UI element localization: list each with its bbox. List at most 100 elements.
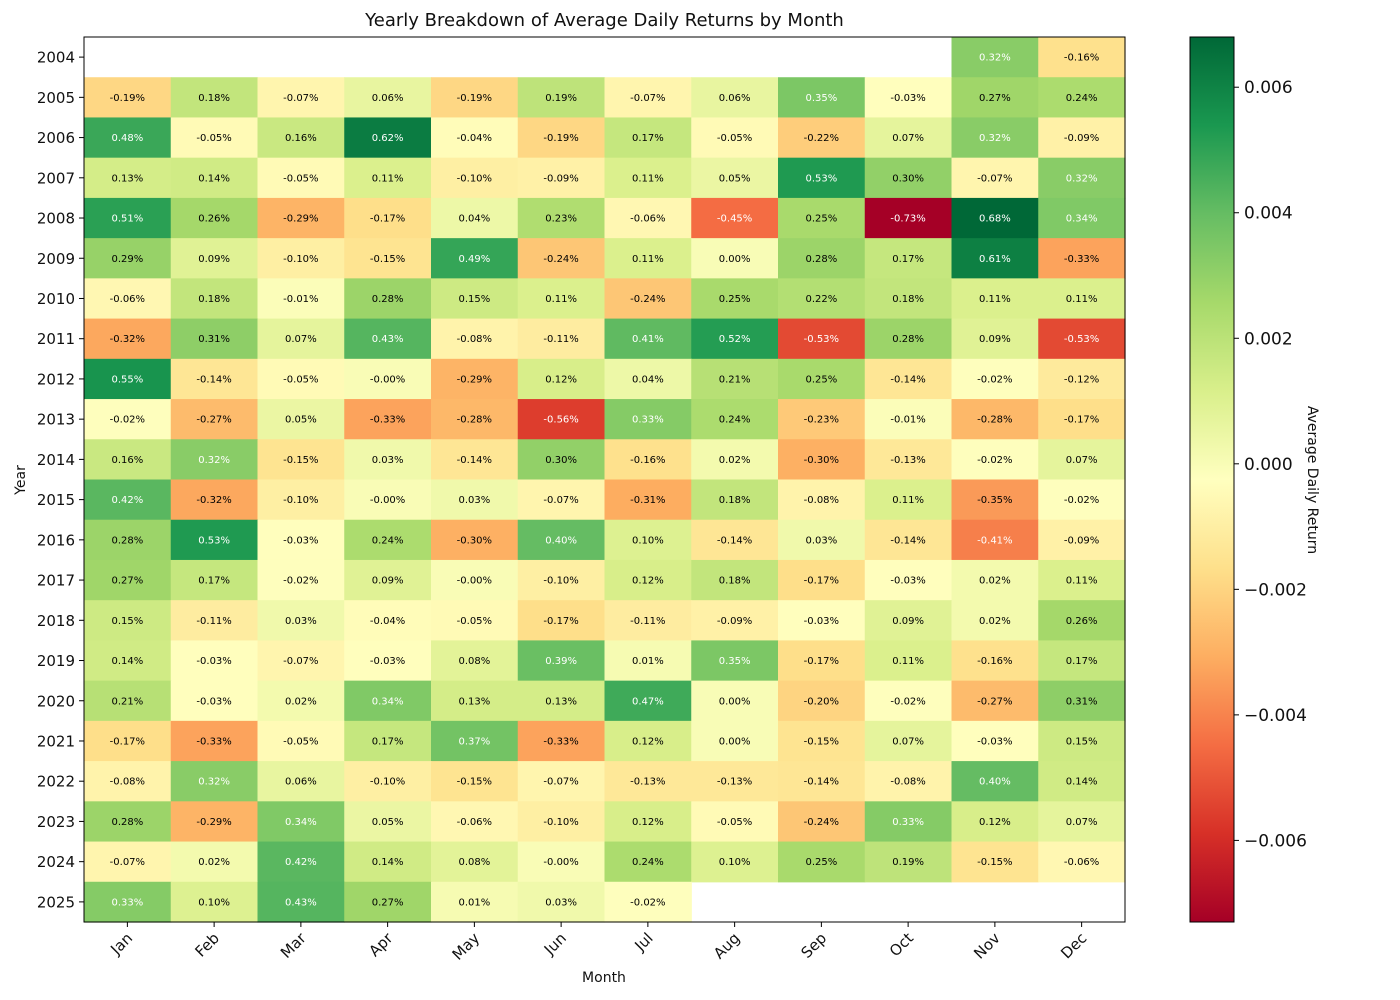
heatmap-cell <box>691 278 779 320</box>
cell-value-label: 0.02% <box>285 696 317 707</box>
heatmap-cell <box>778 439 866 481</box>
cell-value-label: 0.13% <box>458 696 490 707</box>
heatmap-cell <box>691 841 779 883</box>
heatmap-cell <box>951 761 1039 802</box>
cell-value-label: -0.16% <box>630 455 665 466</box>
heatmap-cell <box>604 197 692 239</box>
heatmap-cell <box>778 197 866 239</box>
heatmap-cell <box>431 881 519 923</box>
heatmap-cell <box>84 358 172 400</box>
heatmap-cell <box>170 720 259 762</box>
heatmap-cell <box>517 117 606 159</box>
heatmap-cell <box>1038 761 1126 802</box>
heatmap-cell <box>778 238 866 279</box>
cell-value-label: -0.13% <box>630 777 665 788</box>
heatmap-cell <box>1038 841 1126 883</box>
heatmap-cell <box>1038 238 1126 279</box>
cell-value-label: -0.10% <box>283 254 318 265</box>
cell-value-label: -0.14% <box>196 374 231 385</box>
cell-value-label: 0.32% <box>198 455 230 466</box>
heatmap-cell <box>691 157 779 199</box>
cell-value-label: -0.06% <box>110 294 145 305</box>
cell-value-label: 0.11% <box>1066 294 1098 305</box>
x-tick-label: May <box>449 929 484 964</box>
cell-value-label: 0.43% <box>285 897 317 908</box>
cell-value-label: -0.02% <box>630 897 665 908</box>
heatmap-cell <box>344 881 432 923</box>
heatmap-cell <box>517 600 606 642</box>
heatmap-cell <box>170 680 259 722</box>
cell-value-label: 0.28% <box>892 334 924 345</box>
cell-value-label: -0.05% <box>717 817 752 828</box>
cell-value-label: -0.07% <box>543 495 578 506</box>
cell-value-label: -0.06% <box>630 214 665 225</box>
cell-value-label: 0.03% <box>285 616 317 627</box>
heatmap-cell <box>344 519 432 561</box>
cell-value-label: 0.06% <box>719 93 751 104</box>
heatmap-cell <box>257 761 345 802</box>
y-tick-label: 2007 <box>37 169 75 187</box>
heatmap-cell <box>257 881 345 923</box>
cell-value-label: -0.00% <box>370 374 405 385</box>
cell-value-label: -0.11% <box>543 334 578 345</box>
y-tick-label: 2010 <box>37 290 75 308</box>
heatmap-cell <box>170 117 259 159</box>
cell-value-label: 0.15% <box>1066 736 1098 747</box>
cell-value-label: 0.02% <box>979 576 1011 587</box>
heatmap-cell <box>257 77 345 119</box>
cell-value-label: 0.34% <box>285 817 317 828</box>
heatmap-cell <box>1038 278 1126 320</box>
cell-value-label: -0.04% <box>370 616 405 627</box>
heatmap-cell <box>170 318 259 360</box>
heatmap-cell <box>864 439 953 481</box>
heatmap-cell <box>778 600 866 642</box>
heatmap-cell <box>344 600 432 642</box>
heatmap-cell <box>778 77 866 119</box>
heatmap-cell <box>778 841 866 883</box>
cell-value-label: -0.53% <box>804 334 839 345</box>
heatmap-cell <box>1038 479 1126 521</box>
cell-value-label: 0.00% <box>719 696 751 707</box>
heatmap-cell <box>951 479 1039 521</box>
heatmap-cell <box>431 519 519 561</box>
cell-value-label: -0.17% <box>804 576 839 587</box>
heatmap-cell <box>257 640 345 682</box>
heatmap-cell <box>951 358 1039 400</box>
cell-value-label: -0.17% <box>1064 415 1099 426</box>
heatmap-cell <box>604 680 692 722</box>
y-tick-label: 2008 <box>37 210 75 228</box>
cell-value-label: 0.33% <box>111 897 143 908</box>
cell-value-label: 0.07% <box>1066 817 1098 828</box>
cell-value-label: 0.32% <box>979 53 1011 64</box>
cell-value-label: 0.11% <box>632 254 664 265</box>
cell-value-label: 0.15% <box>111 616 143 627</box>
cell-value-label: 0.42% <box>285 857 317 868</box>
cell-value-label: -0.14% <box>804 777 839 788</box>
cell-value-label: 0.17% <box>632 133 664 144</box>
heatmap-cell <box>517 519 606 561</box>
heatmap-cell <box>1038 77 1126 119</box>
heatmap-cell <box>1038 801 1126 843</box>
cell-value-label: -0.33% <box>370 415 405 426</box>
cell-value-label: 0.18% <box>198 294 230 305</box>
cell-value-label: 0.15% <box>458 294 490 305</box>
cell-value-label: 0.12% <box>632 817 664 828</box>
heatmap-cell <box>431 439 519 481</box>
heatmap-cell <box>778 519 866 561</box>
heatmap-cell <box>1038 318 1126 360</box>
cell-value-label: 0.61% <box>979 254 1011 265</box>
cell-value-label: -0.56% <box>543 415 578 426</box>
heatmap-cell <box>431 399 519 440</box>
cell-value-label: 0.53% <box>805 173 837 184</box>
heatmap-cell <box>604 519 692 561</box>
cell-value-label: -0.53% <box>1064 334 1099 345</box>
cell-value-label: 0.41% <box>632 334 664 345</box>
cell-value-label: -0.08% <box>890 777 925 788</box>
heatmap-cell <box>1038 197 1126 239</box>
cell-value-label: 0.12% <box>632 576 664 587</box>
heatmap-cell <box>691 640 779 682</box>
heatmap-cell <box>257 399 345 440</box>
cell-value-label: 0.09% <box>372 576 404 587</box>
cell-value-label: 0.35% <box>719 656 751 667</box>
heatmap-cell <box>84 399 172 440</box>
